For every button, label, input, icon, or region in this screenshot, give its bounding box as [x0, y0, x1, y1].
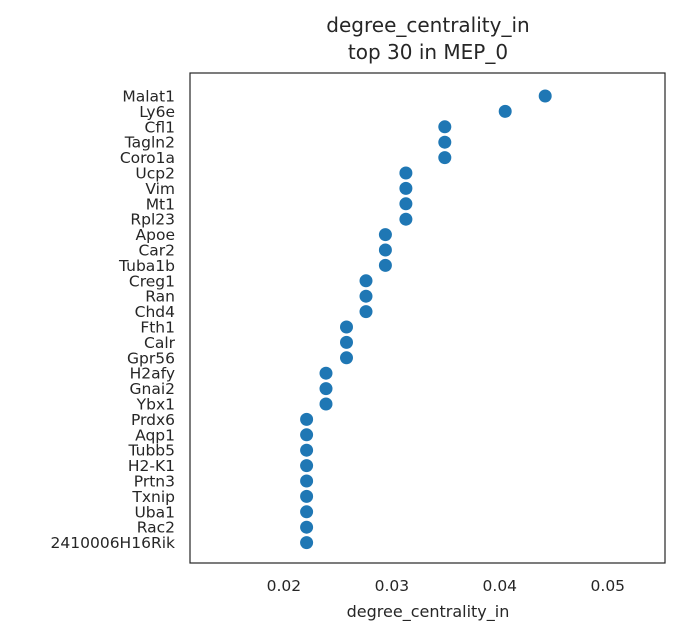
x-axis-label: degree_centrality_in — [347, 602, 510, 622]
x-tick-label: 0.05 — [591, 577, 626, 595]
data-point — [438, 151, 452, 165]
y-tick-label: Chd4 — [135, 303, 175, 321]
plot-marks: 0.02 0.03 0.04 0.05 Malat1Ly6eCfl1Tagln2Coro… — [51, 88, 626, 596]
data-point — [300, 536, 314, 550]
data-point — [340, 351, 353, 365]
data-point — [378, 228, 392, 242]
data-point — [300, 520, 314, 534]
chart-title-line1: degree_centrality_in — [326, 13, 529, 37]
y-tick-label: Mt1 — [146, 195, 175, 213]
y-tick-label: H2-K1 — [128, 457, 175, 475]
y-tick-label: Creg1 — [129, 272, 175, 290]
y-tick-label: Prtn3 — [134, 473, 175, 491]
y-tick-label: Ly6e — [139, 103, 175, 121]
y-tick-label: Cfl1 — [145, 118, 175, 136]
data-point — [399, 181, 413, 195]
y-tick-label: Ucp2 — [135, 165, 175, 183]
x-tick-label: 0.02 — [267, 577, 302, 595]
y-tick-label: Aqp1 — [135, 426, 175, 444]
y-tick-label: Malat1 — [122, 88, 175, 106]
y-tick-label: Fth1 — [140, 319, 175, 337]
y-tick-label: 2410006H16Rik — [51, 534, 175, 552]
y-tick-label: Apoe — [136, 226, 175, 244]
y-tick-label: Tubb5 — [128, 442, 175, 460]
y-tick-label: Calr — [144, 334, 176, 352]
data-point — [300, 505, 314, 519]
data-point — [399, 212, 413, 226]
data-point — [300, 474, 314, 488]
y-tick-label: Gpr56 — [127, 349, 175, 367]
y-tick-label: Rpl23 — [130, 211, 175, 229]
data-point — [538, 89, 552, 103]
y-tick-label: H2afy — [130, 365, 175, 383]
y-tick-label: Ran — [145, 288, 175, 306]
x-tick-label: 0.03 — [375, 577, 410, 595]
y-tick-label: Car2 — [138, 242, 175, 260]
data-point — [340, 320, 353, 334]
y-tick-label: Tuba1b — [118, 257, 175, 275]
data-point — [300, 412, 314, 426]
data-point — [340, 335, 353, 349]
y-tick-label: Gnai2 — [129, 380, 175, 398]
data-point — [300, 443, 314, 457]
y-tick-label: Coro1a — [120, 149, 175, 167]
data-point — [319, 397, 333, 411]
data-point — [359, 274, 373, 288]
data-point — [300, 428, 314, 442]
x-tick-label: 0.04 — [483, 577, 518, 595]
data-point — [300, 459, 314, 473]
y-tick-label: Uba1 — [134, 503, 175, 521]
data-point — [438, 135, 452, 149]
data-point — [359, 305, 373, 319]
data-point — [359, 289, 373, 303]
data-point — [300, 489, 314, 503]
y-tick-label: Tagln2 — [124, 134, 175, 152]
chart-title-line2: top 30 in MEP_0 — [348, 40, 508, 64]
y-tick-label: Txnip — [131, 488, 175, 506]
y-tick-label: Vim — [145, 180, 175, 198]
data-point — [319, 382, 333, 396]
y-tick-label: Ybx1 — [136, 396, 175, 414]
data-point — [319, 366, 333, 380]
data-point — [399, 197, 413, 211]
data-point — [378, 258, 392, 272]
plot-frame — [189, 72, 666, 564]
data-point — [378, 243, 392, 257]
y-tick-label: Rac2 — [137, 519, 175, 537]
data-point — [399, 166, 413, 180]
data-point — [498, 104, 512, 118]
data-point — [438, 120, 452, 134]
y-tick-label: Prdx6 — [131, 411, 175, 429]
